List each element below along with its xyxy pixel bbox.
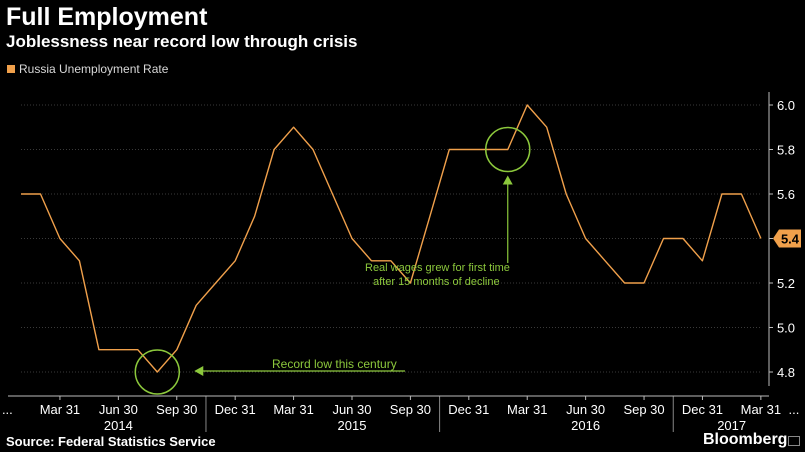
series-line — [21, 104, 762, 373]
chart-subtitle: Joblessness near record low through cris… — [6, 32, 358, 51]
x-tick-label: Jun 30 — [332, 402, 371, 417]
x-tick-label: ... — [2, 402, 13, 417]
legend-swatch — [7, 65, 15, 73]
annotation-arrowhead — [194, 366, 204, 376]
y-tick-label: 5.6 — [777, 187, 795, 202]
last-value-label: 5.4 — [781, 232, 800, 247]
y-tick-label: 4.8 — [777, 365, 795, 380]
annotation-real-wages-line1: Real wages grew for first time — [365, 262, 510, 274]
source-note: Source: Federal Statistics Service — [6, 434, 216, 449]
chart-title: Full Employment — [6, 3, 208, 31]
x-tick-label: Jun 30 — [99, 402, 138, 417]
legend-label: Russia Unemployment Rate — [19, 62, 169, 76]
year-label: 2015 — [338, 418, 367, 433]
legend: Russia Unemployment Rate — [7, 62, 168, 76]
annotation-circle — [485, 126, 531, 173]
x-tick-label: Sep 30 — [156, 402, 197, 417]
x-tick-label: ... — [789, 402, 800, 417]
y-tick-label: 5.0 — [777, 321, 795, 336]
year-label: 2017 — [717, 418, 746, 433]
year-label: 2014 — [104, 418, 133, 433]
x-tick-label: Dec 31 — [215, 402, 256, 417]
x-tick-label: Sep 30 — [623, 402, 664, 417]
x-tick-label: Sep 30 — [390, 402, 431, 417]
y-tick-label: 5.8 — [777, 143, 795, 158]
y-tick-label: 5.2 — [777, 276, 795, 291]
x-tick-label: Mar 31 — [507, 402, 547, 417]
annotation-real-wages-line2: after 15 months of decline — [373, 276, 500, 288]
x-tick-label: Mar 31 — [40, 402, 80, 417]
x-tick-label: Dec 31 — [682, 402, 723, 417]
brand-mark-icon — [788, 436, 800, 446]
x-tick-label: Dec 31 — [448, 402, 489, 417]
annotation-arrowhead — [502, 175, 513, 185]
x-tick-label: Mar 31 — [273, 402, 313, 417]
brand-logo: Bloomberg — [703, 431, 788, 448]
annotation-record-low: Record low this century — [272, 357, 397, 371]
year-label: 2016 — [571, 418, 600, 433]
x-tick-label: Jun 30 — [566, 402, 605, 417]
last-value-badge — [773, 229, 801, 248]
x-tick-label: Mar 31 — [741, 402, 781, 417]
y-tick-label: 6.0 — [777, 98, 795, 113]
annotation-circle — [134, 349, 181, 395]
